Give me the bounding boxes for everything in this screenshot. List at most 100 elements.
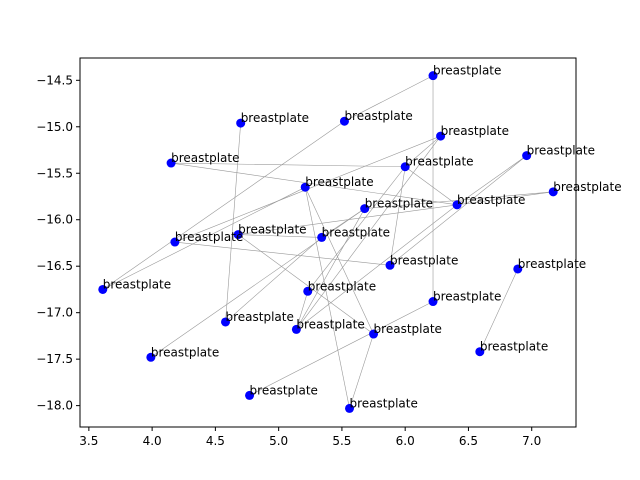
edge-line bbox=[296, 208, 365, 330]
edge-line bbox=[389, 155, 527, 266]
edge-line bbox=[304, 187, 374, 335]
scatter-point bbox=[233, 230, 243, 240]
point-label: breastplate bbox=[457, 193, 525, 207]
y-axis: −14.5 −15.0 −15.5 −16.0 −16.5 −17.0 −17.5 −18.0 bbox=[36, 73, 80, 413]
y-tick-label: −15.5 bbox=[36, 166, 73, 180]
y-tick-label: −14.5 bbox=[36, 73, 73, 87]
point-label: breastplate bbox=[308, 279, 376, 293]
scatter-point bbox=[452, 200, 462, 210]
edge-line bbox=[349, 333, 374, 409]
point-label: breastplate bbox=[518, 257, 586, 271]
edge-line bbox=[344, 75, 434, 122]
scatter-point bbox=[360, 204, 370, 214]
point-label: breastplate bbox=[350, 396, 418, 410]
scatter-point bbox=[522, 151, 532, 161]
point-label: breastplate bbox=[480, 340, 548, 354]
edge-line bbox=[304, 187, 350, 409]
scatter-point bbox=[385, 260, 395, 270]
edge-line bbox=[249, 301, 434, 396]
x-tick-label: 6.5 bbox=[459, 434, 478, 448]
scatter-point bbox=[291, 324, 301, 334]
edge-line bbox=[479, 268, 519, 352]
scatter-point bbox=[400, 162, 410, 172]
x-tick-label: 4.5 bbox=[206, 434, 225, 448]
x-axis: 3.5 4.0 4.5 5.0 5.5 6.0 6.5 7.0 bbox=[79, 427, 541, 448]
plot-frame bbox=[79, 57, 577, 428]
scatter-point bbox=[345, 403, 355, 413]
point-label: breastplate bbox=[433, 290, 501, 304]
edge-line bbox=[225, 123, 241, 322]
edge-line bbox=[307, 166, 406, 292]
point-label: breastplate bbox=[171, 151, 239, 165]
point-label: breastplate bbox=[365, 197, 433, 211]
edge-line bbox=[237, 234, 374, 335]
scatter-point bbox=[245, 390, 255, 400]
point-label: breastplate bbox=[322, 225, 390, 239]
point-label: breastplate bbox=[151, 345, 219, 359]
edge-line bbox=[296, 204, 458, 330]
scatter-point bbox=[146, 352, 156, 362]
scatter-point bbox=[170, 237, 180, 247]
x-tick-label: 5.5 bbox=[332, 434, 351, 448]
edge-line bbox=[238, 191, 554, 235]
scatter-point bbox=[303, 286, 313, 296]
point-label: breastplate bbox=[103, 277, 171, 291]
edge-line bbox=[404, 135, 441, 167]
point-label: breastplate bbox=[433, 64, 501, 78]
x-tick-label: 6.0 bbox=[396, 434, 415, 448]
scatter-point bbox=[548, 187, 558, 197]
point-label: breastplate bbox=[250, 383, 318, 397]
scatter-point bbox=[339, 116, 349, 126]
y-tick-label: −17.0 bbox=[36, 306, 73, 320]
edge-line bbox=[405, 166, 458, 206]
x-tick-label: 3.5 bbox=[79, 434, 98, 448]
point-label: breastplate bbox=[527, 144, 595, 158]
y-tick-label: −16.5 bbox=[36, 259, 73, 273]
scatter-point bbox=[236, 118, 246, 128]
point-label: breastplate bbox=[238, 223, 306, 237]
scatter-point bbox=[513, 264, 523, 274]
scatter-point bbox=[98, 284, 108, 294]
edge-line bbox=[296, 135, 441, 330]
scatter-point bbox=[428, 297, 438, 307]
edge-line bbox=[238, 234, 322, 238]
x-tick-label: 4.0 bbox=[143, 434, 162, 448]
edge-line bbox=[225, 237, 322, 323]
edge-line bbox=[296, 291, 309, 330]
y-tick-label: −18.0 bbox=[36, 399, 73, 413]
scatter-point bbox=[475, 347, 485, 357]
edge-line bbox=[174, 241, 391, 266]
scatter-point bbox=[166, 158, 176, 168]
scatter-point bbox=[428, 71, 438, 81]
point-label: breastplate bbox=[374, 322, 442, 336]
scatter-point bbox=[221, 317, 231, 327]
edge-line bbox=[102, 186, 306, 290]
edge-line bbox=[150, 208, 365, 358]
x-tick-label: 5.0 bbox=[269, 434, 288, 448]
edge-line bbox=[456, 155, 527, 206]
point-label: breastplate bbox=[296, 317, 364, 331]
point-label: breastplate bbox=[405, 155, 473, 169]
edge-line bbox=[364, 191, 554, 209]
y-tick-label: −15.0 bbox=[36, 120, 73, 134]
point-label: breastplate bbox=[344, 109, 412, 123]
point-label: breastplate bbox=[175, 230, 243, 244]
y-tick-label: −16.0 bbox=[36, 213, 73, 227]
edge-line bbox=[171, 162, 458, 206]
edge-line bbox=[102, 120, 345, 290]
x-tick-label: 7.0 bbox=[522, 434, 541, 448]
scatter-point bbox=[317, 232, 327, 242]
y-tick-label: −17.5 bbox=[36, 352, 73, 366]
scatter-point bbox=[369, 329, 379, 339]
edge-line bbox=[171, 162, 406, 168]
point-label: breastplate bbox=[441, 124, 509, 138]
point-label: breastplate bbox=[305, 175, 373, 189]
scatter-point bbox=[436, 131, 446, 141]
scatter-point bbox=[300, 182, 310, 192]
point-label: breastplate bbox=[390, 253, 458, 267]
points-layer bbox=[98, 71, 558, 413]
edge-line bbox=[389, 166, 406, 266]
point-label: breastplate bbox=[553, 180, 621, 194]
